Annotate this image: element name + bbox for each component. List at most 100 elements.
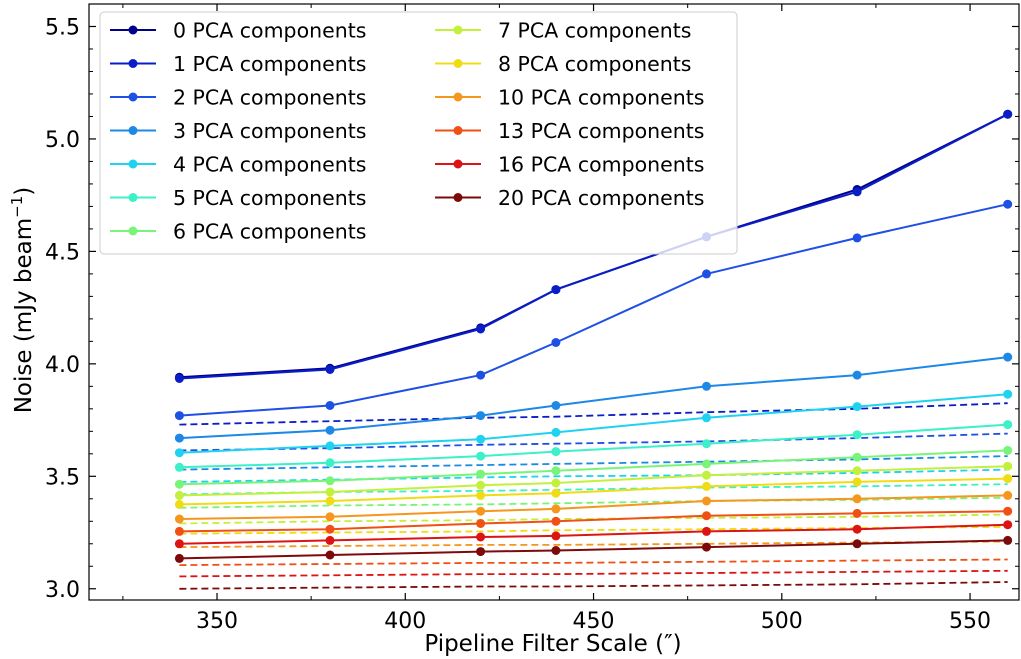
legend-label: 16 PCA components <box>498 153 704 177</box>
data-point <box>702 481 711 491</box>
data-point <box>476 506 486 516</box>
data-point <box>1003 445 1013 455</box>
data-point <box>325 496 335 506</box>
axes-layer: 350 400 450 500 550 3.0 3.5 4.0 4.5 5.0 5.5 <box>45 3 1020 634</box>
legend-marker <box>128 59 138 68</box>
data-point <box>325 487 335 497</box>
series-7 <box>174 461 1013 500</box>
legend-entry-2: 2 PCA components <box>110 86 366 110</box>
data-point <box>551 531 561 541</box>
data-point <box>852 494 862 504</box>
data-point <box>551 504 561 514</box>
data-point <box>852 477 862 487</box>
data-point <box>476 324 486 334</box>
data-point <box>551 516 561 526</box>
legend-label: 6 PCA components <box>173 220 366 244</box>
legend-label: 7 PCA components <box>498 19 691 43</box>
data-point <box>702 511 711 521</box>
data-point <box>476 480 486 490</box>
data-point <box>325 458 335 468</box>
series-9 <box>174 490 1013 524</box>
data-point <box>852 452 862 462</box>
series-11 <box>174 520 1013 549</box>
data-point <box>174 526 184 536</box>
data-point <box>174 374 184 383</box>
dashed-line-series-10 <box>179 558 1008 566</box>
data-point <box>852 524 862 534</box>
legend-label: 0 PCA components <box>173 19 366 43</box>
data-point <box>325 512 335 522</box>
y-tick-label: 3.5 <box>45 465 80 490</box>
legend-marker <box>128 159 138 169</box>
legend-entry-10: 13 PCA components <box>435 119 704 143</box>
data-point <box>325 425 335 435</box>
legend-label: 8 PCA components <box>498 52 691 76</box>
legend-marker <box>128 126 138 135</box>
legend-label: 5 PCA components <box>173 186 366 210</box>
x-tick-label: 450 <box>573 609 615 634</box>
data-point <box>702 269 711 279</box>
legend-marker <box>128 25 138 35</box>
legend-entry-4: 4 PCA components <box>110 153 366 177</box>
y-axis-label-superscript: −1 <box>8 196 26 218</box>
data-point <box>325 476 335 486</box>
data-point <box>702 496 711 506</box>
data-point <box>551 478 561 488</box>
data-point <box>476 370 486 380</box>
legend-entry-9: 10 PCA components <box>435 86 704 110</box>
data-point <box>325 365 335 374</box>
data-point <box>476 411 486 421</box>
data-point <box>852 466 862 476</box>
legend-marker <box>453 25 463 35</box>
series-3 <box>174 352 1013 443</box>
data-point <box>702 542 711 552</box>
data-point <box>852 233 862 243</box>
legend-marker <box>128 92 138 102</box>
data-point <box>551 488 561 498</box>
data-point <box>1003 109 1013 119</box>
x-tick-label: 550 <box>949 609 991 634</box>
series-line-4 <box>179 393 1008 454</box>
legend-label: 4 PCA components <box>173 153 366 177</box>
y-axis-label-close: ) <box>11 187 37 196</box>
legend-entry-7: 7 PCA components <box>435 19 691 43</box>
data-point <box>325 550 335 560</box>
data-point <box>852 430 862 440</box>
data-point <box>702 459 711 469</box>
data-point <box>702 470 711 480</box>
legend-marker <box>453 126 463 135</box>
data-point <box>174 553 184 563</box>
data-point <box>551 285 561 295</box>
data-point <box>702 526 711 536</box>
legend: 0 PCA components 1 PCA components 2 PCA co… <box>99 11 738 255</box>
y-tick-label: 4.0 <box>45 353 80 378</box>
data-point <box>1003 490 1013 500</box>
legend-label: 2 PCA components <box>173 86 366 110</box>
data-point <box>702 413 711 423</box>
series-5 <box>174 420 1013 472</box>
data-point <box>551 447 561 457</box>
data-point <box>1003 420 1013 430</box>
dashed-line-series-12 <box>179 581 1008 590</box>
x-tick-label: 400 <box>384 609 426 634</box>
data-point <box>174 448 184 458</box>
legend-marker <box>453 193 463 202</box>
data-point <box>174 462 184 472</box>
series-10 <box>174 506 1013 536</box>
series-6 <box>174 445 1013 489</box>
data-point <box>476 532 486 542</box>
y-tick-label: 4.5 <box>45 240 80 265</box>
legend-marker <box>453 92 463 102</box>
data-point <box>551 338 561 347</box>
data-point <box>476 547 486 557</box>
data-point <box>1003 535 1013 545</box>
solid-lines-layer <box>174 109 1013 563</box>
series-line-12 <box>179 539 1008 560</box>
data-point <box>852 370 862 380</box>
data-point <box>174 433 184 443</box>
legend-box <box>99 11 738 255</box>
data-point <box>852 539 862 549</box>
data-point <box>325 524 335 534</box>
